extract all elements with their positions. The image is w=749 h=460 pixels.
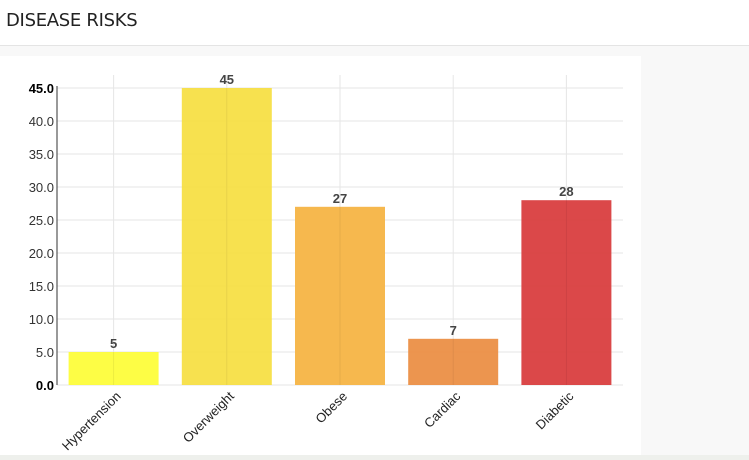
y-tick-label: 15.0 [29,279,54,294]
data-label: 7 [450,323,457,338]
y-tick-label: 45.0 [29,81,54,96]
bar-diabetic [521,200,612,385]
y-tick-label: 5.0 [36,345,54,360]
y-tick-label: 0.0 [36,378,54,393]
page-title: DISEASE RISKS [6,10,138,31]
y-tick-label: 25.0 [29,213,54,228]
page-header: DISEASE RISKS [0,0,749,46]
x-tick-label: Obese [312,389,350,427]
data-label: 28 [559,184,573,199]
y-tick-label: 40.0 [29,114,54,129]
bar-overweight [181,88,272,385]
bar-cardiac [408,338,499,385]
y-tick-label: 30.0 [29,180,54,195]
x-tick-label: Hypertension [59,389,124,454]
data-label: 27 [333,191,347,206]
x-tick-label: Overweight [180,388,237,445]
bottom-bar [0,455,749,460]
x-tick-label: Diabetic [533,388,577,432]
bar-hypertension [68,352,159,385]
y-tick-label: 10.0 [29,312,54,327]
x-tick-label: Cardiac [421,388,464,431]
data-label: 5 [110,336,117,351]
data-label: 45 [220,72,234,87]
y-tick-label: 35.0 [29,147,54,162]
bar-obese [295,206,385,385]
y-tick-label: 20.0 [29,246,54,261]
